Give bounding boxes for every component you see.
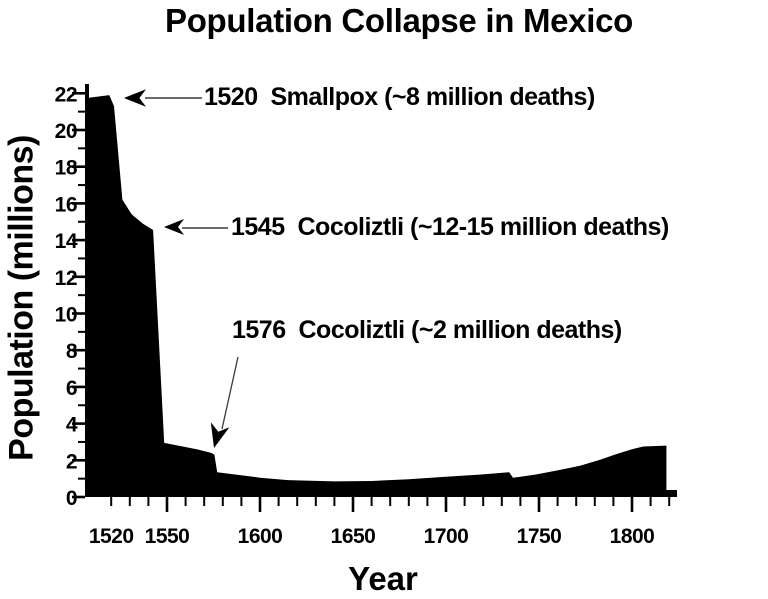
population-area-series	[87, 95, 667, 497]
y-tick-label: 18	[55, 157, 78, 180]
x-axis-line	[85, 490, 677, 497]
y-tick-label: 6	[66, 377, 77, 400]
annotation-1545-cocoliztli: 1545 Cocoliztli (~12-15 million deaths)	[231, 213, 669, 241]
x-tick-label: 1700	[424, 525, 469, 548]
y-tick-label: 22	[55, 83, 77, 106]
x-tick-label: 1800	[610, 525, 655, 548]
chart-title: Population Collapse in Mexico	[164, 2, 634, 39]
y-tick-label: 14	[55, 230, 78, 253]
y-axis-label: Population (millions)	[2, 135, 41, 461]
y-tick-label: 0	[66, 487, 77, 510]
x-tick-label: 1600	[238, 525, 283, 548]
annotation-1520-smallpox: 1520 Smallpox (~8 million deaths)	[204, 83, 595, 111]
annotation-arrow-line-1576	[221, 356, 239, 430]
y-tick-label: 2	[66, 450, 77, 473]
y-tick-label: 10	[55, 304, 77, 327]
y-axis-line	[85, 84, 89, 497]
y-tick-label: 4	[66, 414, 78, 437]
x-tick-label: 1550	[145, 525, 190, 548]
x-tick-label: 1750	[517, 525, 562, 548]
y-tick-label: 12	[55, 267, 77, 290]
x-tick-label: 1650	[331, 525, 376, 548]
x-axis-label: Year	[348, 560, 418, 597]
y-tick-label: 20	[55, 120, 77, 143]
annotation-arrowhead-1545	[164, 219, 184, 235]
y-tick-label: 8	[66, 340, 78, 363]
y-tick-label: 16	[55, 193, 77, 216]
annotation-arrowhead-1576	[210, 422, 230, 448]
annotation-arrowhead-1520	[124, 89, 146, 107]
annotation-1576-cocoliztli: 1576 Cocoliztli (~2 million deaths)	[232, 316, 622, 344]
x-tick-label: 1520	[89, 525, 134, 548]
